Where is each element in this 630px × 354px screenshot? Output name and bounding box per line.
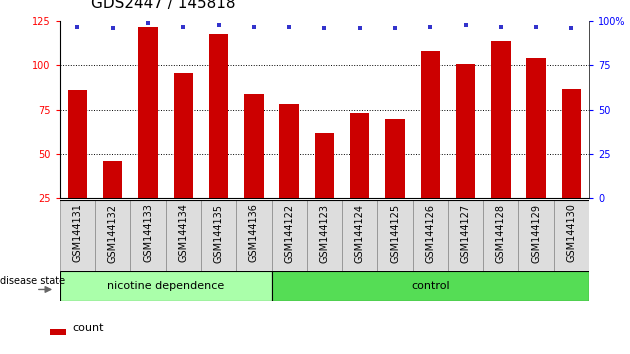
Point [531, 24, 541, 29]
Text: GSM144122: GSM144122 [284, 204, 294, 263]
Bar [554, 200, 589, 271]
Bar [342, 200, 377, 271]
Bar [518, 200, 554, 271]
Bar [377, 200, 413, 271]
Text: GSM144126: GSM144126 [425, 204, 435, 263]
Bar [95, 200, 130, 271]
Bar [103, 161, 122, 242]
Point [319, 25, 329, 31]
Point [143, 20, 153, 26]
Text: GSM144132: GSM144132 [108, 204, 118, 263]
Bar [236, 200, 272, 271]
Point [108, 25, 118, 31]
Point [390, 25, 400, 31]
Text: GSM144133: GSM144133 [143, 204, 153, 262]
Point [249, 24, 259, 29]
Bar [272, 200, 307, 271]
Text: GSM144131: GSM144131 [72, 204, 83, 262]
Bar [201, 200, 236, 271]
Bar [68, 90, 87, 242]
Point [178, 24, 188, 29]
Point [566, 25, 576, 31]
Bar [421, 51, 440, 242]
Text: GSM144136: GSM144136 [249, 204, 259, 262]
Bar [272, 271, 589, 301]
Text: GSM144128: GSM144128 [496, 204, 506, 263]
Text: GSM144134: GSM144134 [178, 204, 188, 262]
Bar [244, 94, 263, 242]
Point [72, 24, 83, 29]
Bar [491, 41, 510, 242]
Point [284, 24, 294, 29]
Point [355, 25, 365, 31]
Bar [386, 119, 404, 242]
Text: GSM144123: GSM144123 [319, 204, 329, 263]
Point [214, 22, 224, 28]
Point [461, 22, 471, 28]
Bar [307, 200, 342, 271]
Text: GSM144125: GSM144125 [390, 204, 400, 263]
Text: GSM144130: GSM144130 [566, 204, 576, 262]
Bar [166, 200, 201, 271]
Bar [413, 200, 448, 271]
Bar [130, 200, 166, 271]
Bar [456, 64, 475, 242]
Bar [562, 88, 581, 242]
Point [425, 24, 435, 29]
Point [496, 24, 506, 29]
Text: disease state: disease state [0, 276, 65, 286]
Text: GSM144129: GSM144129 [531, 204, 541, 263]
Text: GSM144124: GSM144124 [355, 204, 365, 263]
Bar [315, 133, 334, 242]
Bar [209, 34, 228, 242]
Text: GSM144135: GSM144135 [214, 204, 224, 263]
Text: GDS2447 / 145818: GDS2447 / 145818 [91, 0, 236, 11]
Text: control: control [411, 281, 450, 291]
Bar [60, 200, 95, 271]
Bar [448, 200, 483, 271]
Bar [527, 58, 546, 242]
Bar [139, 27, 158, 242]
Bar [50, 329, 66, 335]
Bar [60, 271, 272, 301]
Bar [280, 104, 299, 242]
Bar [483, 200, 518, 271]
Text: count: count [72, 323, 104, 333]
Bar [350, 113, 369, 242]
Text: nicotine dependence: nicotine dependence [107, 281, 224, 291]
Text: GSM144127: GSM144127 [461, 204, 471, 263]
Bar [174, 73, 193, 242]
